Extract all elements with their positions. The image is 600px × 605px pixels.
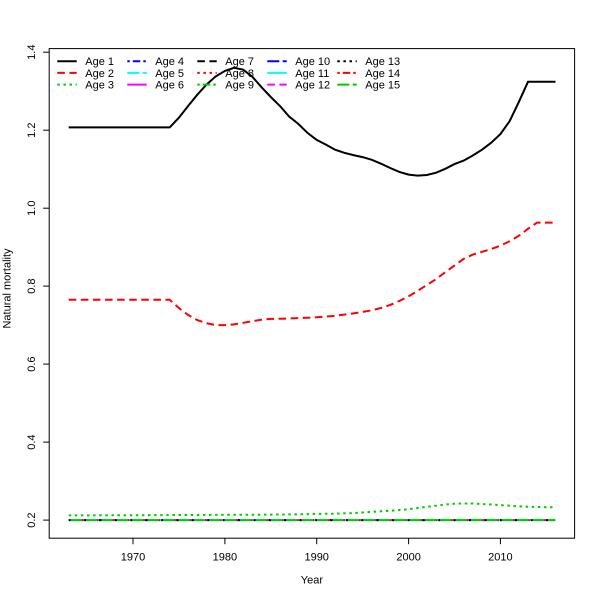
- svg-text:0.4: 0.4: [26, 434, 38, 449]
- svg-text:Natural mortality: Natural mortality: [2, 248, 14, 329]
- svg-text:Age 6: Age 6: [155, 80, 184, 92]
- svg-text:0.6: 0.6: [26, 356, 38, 371]
- svg-text:1970: 1970: [121, 552, 145, 564]
- svg-text:1980: 1980: [213, 552, 237, 564]
- svg-text:Age 10: Age 10: [295, 56, 330, 68]
- svg-text:1.0: 1.0: [26, 201, 38, 216]
- svg-text:2010: 2010: [488, 552, 512, 564]
- svg-text:Age 1: Age 1: [85, 56, 114, 68]
- svg-text:Age 13: Age 13: [365, 56, 400, 68]
- svg-text:Age 4: Age 4: [155, 56, 184, 68]
- svg-text:Year: Year: [301, 575, 324, 587]
- svg-text:Age 11: Age 11: [295, 68, 329, 80]
- svg-text:Age 3: Age 3: [85, 80, 114, 92]
- svg-text:Age 8: Age 8: [225, 68, 254, 80]
- svg-text:Age 9: Age 9: [225, 80, 254, 92]
- svg-text:Age 12: Age 12: [295, 80, 330, 92]
- svg-text:2000: 2000: [396, 552, 420, 564]
- svg-text:Age 5: Age 5: [155, 68, 184, 80]
- svg-text:1.4: 1.4: [26, 45, 38, 60]
- svg-text:1990: 1990: [304, 552, 328, 564]
- svg-text:0.2: 0.2: [26, 512, 38, 527]
- svg-text:Age 14: Age 14: [365, 68, 400, 80]
- svg-text:Age 2: Age 2: [85, 68, 114, 80]
- svg-text:0.8: 0.8: [26, 278, 38, 293]
- svg-text:1.2: 1.2: [26, 123, 38, 138]
- svg-text:Age 7: Age 7: [225, 56, 254, 68]
- svg-text:Age 15: Age 15: [365, 80, 400, 92]
